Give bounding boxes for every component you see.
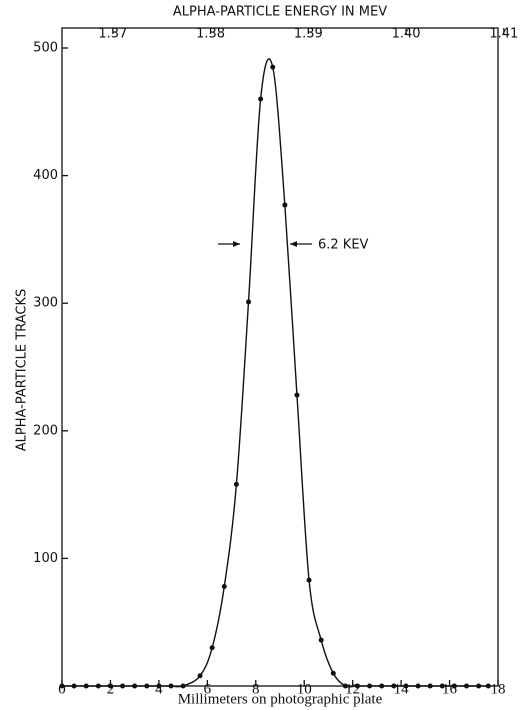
point	[306, 577, 312, 583]
point	[221, 583, 227, 589]
point	[330, 670, 336, 676]
point	[209, 645, 215, 651]
point	[120, 683, 126, 689]
point	[132, 683, 138, 689]
point	[258, 96, 264, 102]
x2-tick-label: 1.40	[392, 27, 421, 42]
x-tick-label: 2	[107, 681, 115, 697]
point	[476, 683, 482, 689]
x-tick-label: 10	[297, 681, 312, 697]
y-tick-label: 100	[33, 551, 58, 566]
point	[107, 683, 113, 689]
y-tick-label: 400	[33, 168, 58, 183]
chart-title: ALPHA-PARTICLE ENERGY IN MEV	[173, 5, 387, 20]
point	[168, 683, 174, 689]
point	[59, 683, 65, 689]
point	[270, 64, 276, 70]
point	[379, 683, 385, 689]
point	[403, 683, 409, 689]
point	[367, 683, 373, 689]
annotation: 6.2 KEV	[318, 238, 369, 253]
point	[197, 673, 203, 679]
point	[355, 683, 361, 689]
point	[156, 683, 162, 689]
y-tick-label: 500	[33, 41, 58, 56]
annotation-arrowhead	[290, 241, 297, 247]
x2-tick-label: 1.38	[196, 27, 225, 42]
point	[71, 683, 77, 689]
x-tick-label: 8	[252, 681, 260, 697]
x2-tick-label: 1.37	[98, 27, 127, 42]
point	[282, 202, 288, 208]
point	[95, 683, 101, 689]
point	[318, 637, 324, 643]
point	[83, 683, 89, 689]
point	[233, 481, 239, 487]
point	[485, 683, 491, 689]
point	[246, 299, 252, 305]
x-axis-label: Millimeters on photographic plate	[178, 691, 383, 707]
y-tick-label: 200	[33, 423, 58, 438]
annotation-arrowhead	[233, 241, 240, 247]
x2-tick-label: 1.39	[294, 27, 323, 42]
x-tick-label: 0	[58, 681, 66, 697]
x-tick-label: 6	[204, 681, 212, 697]
y-axis-label: ALPHA-PARTICLE TRACKS	[15, 289, 30, 451]
point	[427, 683, 433, 689]
x-tick-label: 18	[491, 681, 506, 697]
point	[439, 683, 445, 689]
point	[342, 683, 348, 689]
y-tick-label: 300	[33, 296, 58, 311]
curve	[62, 58, 489, 688]
point	[180, 683, 186, 689]
x2-tick-label: 1.41	[489, 27, 518, 42]
point	[464, 683, 470, 689]
plot-frame	[61, 27, 499, 687]
point	[294, 392, 300, 398]
point	[415, 683, 421, 689]
x-tick-label: 4	[155, 681, 163, 697]
point	[144, 683, 150, 689]
point	[451, 683, 457, 689]
point	[391, 683, 397, 689]
